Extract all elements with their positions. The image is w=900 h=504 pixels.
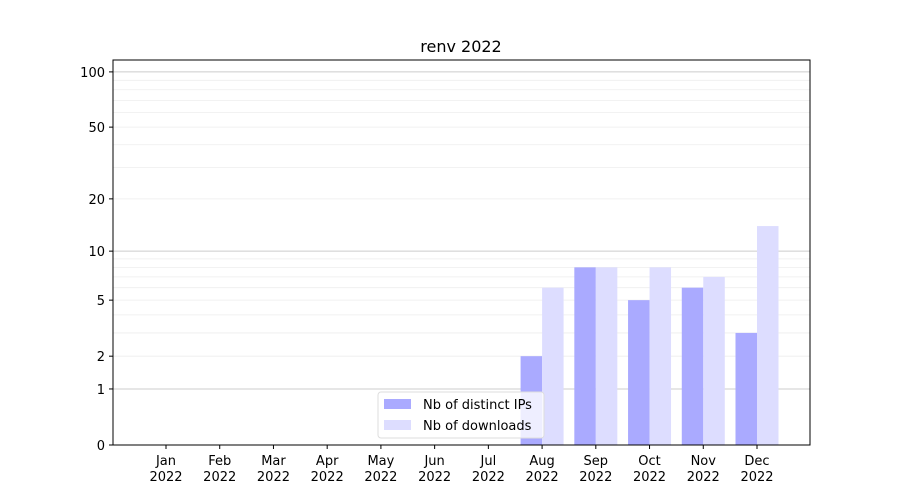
y-tick-label: 100 [80, 66, 105, 81]
y-tick-label: 0 [97, 439, 105, 454]
x-tick-label: Aug 2022 [526, 454, 559, 485]
x-tick-label: Feb 2022 [203, 454, 236, 485]
legend-label: Nb of downloads [423, 419, 532, 434]
plot-frame [112, 59, 811, 446]
x-tick-label: Nov 2022 [687, 454, 720, 485]
y-tick-label: 2 [97, 350, 105, 365]
x-tick-label: Apr 2022 [311, 454, 344, 485]
x-tick-label: Dec 2022 [740, 454, 773, 485]
x-tick-label: Jan 2022 [149, 454, 182, 485]
legend-swatch [384, 399, 411, 409]
legend-swatch [384, 420, 411, 430]
x-tick-label: Mar 2022 [257, 454, 290, 485]
y-tick-label: 20 [88, 193, 105, 208]
bar-downloads [595, 267, 618, 445]
x-tick-label: Jun 2022 [418, 454, 451, 485]
y-tick-label: 50 [88, 121, 105, 136]
chart-title: renv 2022 [420, 37, 501, 56]
y-tick-label: 1 [97, 383, 105, 398]
bar-distinct-ips [628, 300, 650, 445]
bar-distinct-ips [681, 287, 704, 445]
bar-downloads [703, 276, 725, 445]
legend-label: Nb of distinct IPs [423, 398, 532, 413]
x-tick-label: Sep 2022 [579, 454, 612, 485]
bar-distinct-ips [574, 267, 596, 445]
legend-box [377, 391, 545, 439]
x-tick-label: Jul 2022 [472, 454, 505, 485]
bar-downloads [649, 267, 672, 445]
y-tick-label: 10 [88, 245, 105, 260]
y-tick-label: 5 [97, 294, 105, 309]
legend: Nb of distinct IPs Nb of downloads [377, 391, 545, 439]
bar-downloads [542, 287, 564, 445]
x-tick-label: Oct 2022 [633, 454, 666, 485]
bar-downloads [757, 226, 779, 445]
x-tick-label: May 2022 [364, 454, 397, 485]
bar-distinct-ips [735, 332, 757, 445]
